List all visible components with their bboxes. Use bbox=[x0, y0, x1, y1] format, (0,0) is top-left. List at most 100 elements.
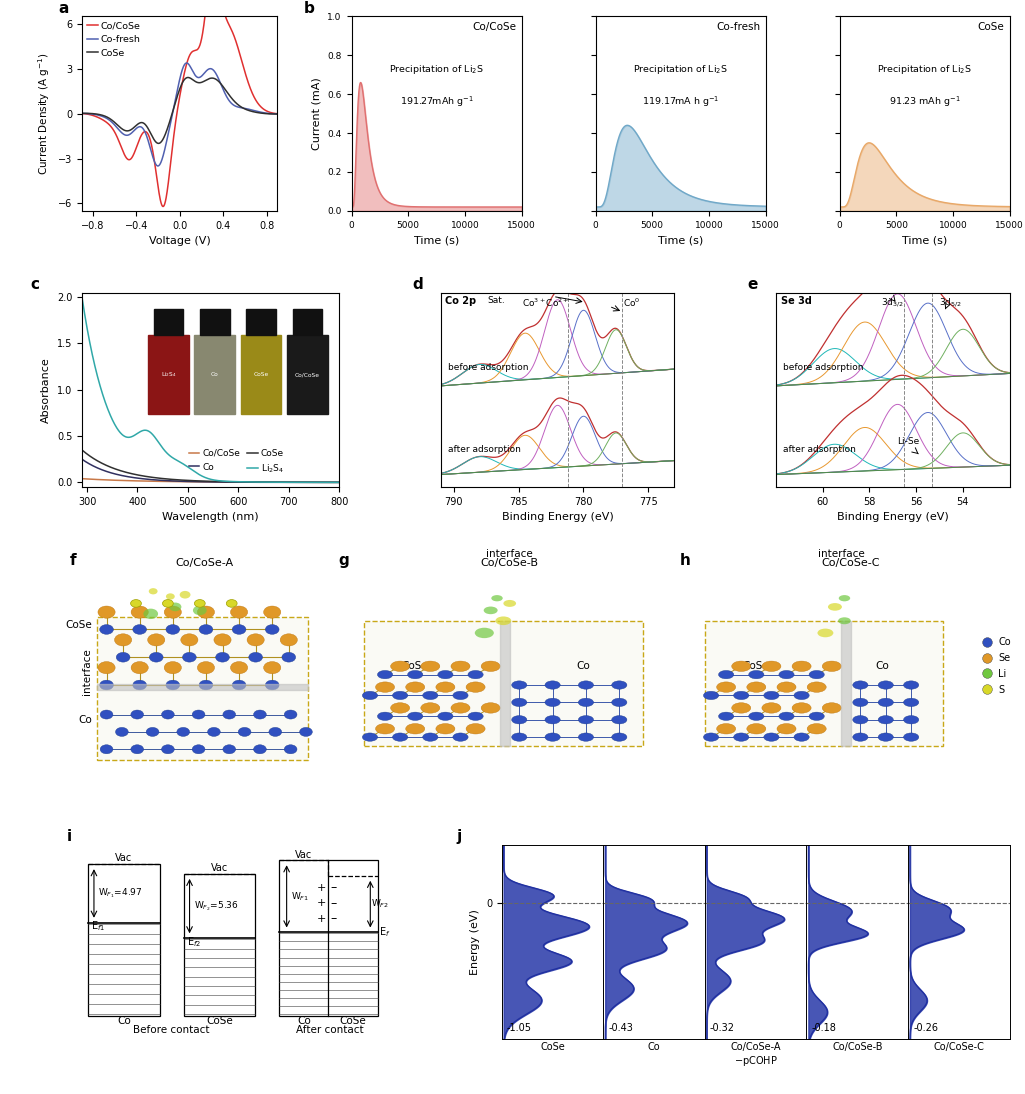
Text: Co$^{3+}$Co$^{2+}$: Co$^{3+}$Co$^{2+}$ bbox=[523, 296, 570, 309]
Circle shape bbox=[853, 715, 868, 724]
Circle shape bbox=[377, 671, 393, 678]
Text: interface: interface bbox=[82, 649, 92, 695]
Co/CoSe bbox=[195, 35, 207, 48]
Circle shape bbox=[253, 745, 266, 754]
Text: CoSe: CoSe bbox=[206, 1015, 233, 1026]
Co-fresh bbox=[152, 160, 164, 173]
Circle shape bbox=[100, 745, 113, 754]
Text: +: + bbox=[317, 898, 326, 908]
Legend: Co/CoSe, Co-fresh, CoSe: Co/CoSe, Co-fresh, CoSe bbox=[87, 21, 140, 58]
Line: Li$_2$S$_4$: Li$_2$S$_4$ bbox=[82, 298, 339, 482]
Circle shape bbox=[421, 661, 440, 672]
Circle shape bbox=[703, 691, 719, 699]
Text: CoSe: CoSe bbox=[339, 1015, 367, 1026]
Co-fresh bbox=[272, 107, 284, 120]
Circle shape bbox=[484, 606, 498, 614]
Bar bbox=[500, 620, 509, 746]
Circle shape bbox=[878, 680, 894, 689]
FancyBboxPatch shape bbox=[705, 620, 943, 746]
Circle shape bbox=[238, 728, 251, 736]
Co-fresh bbox=[180, 57, 193, 70]
Text: Li-Se: Li-Se bbox=[898, 438, 919, 446]
Circle shape bbox=[734, 691, 749, 699]
Li$_2$S$_4$ bbox=[142, 424, 155, 438]
CoSe bbox=[142, 470, 155, 484]
Circle shape bbox=[878, 698, 894, 707]
CoSe bbox=[195, 75, 207, 89]
Circle shape bbox=[166, 625, 179, 635]
Text: c: c bbox=[31, 277, 40, 292]
Circle shape bbox=[436, 682, 455, 693]
Circle shape bbox=[451, 661, 470, 672]
Co/CoSe bbox=[228, 476, 240, 489]
Text: -0.26: -0.26 bbox=[913, 1024, 938, 1034]
Text: Vac: Vac bbox=[295, 850, 313, 860]
Line: CoSe: CoSe bbox=[82, 78, 278, 143]
Text: Co: Co bbox=[78, 715, 92, 725]
Circle shape bbox=[233, 680, 246, 690]
Co/CoSe bbox=[245, 83, 257, 96]
Circle shape bbox=[475, 628, 494, 638]
Co/CoSe bbox=[272, 107, 284, 120]
Circle shape bbox=[393, 691, 408, 699]
Circle shape bbox=[453, 733, 468, 742]
Circle shape bbox=[116, 652, 130, 662]
Text: d: d bbox=[412, 277, 423, 292]
Circle shape bbox=[779, 712, 794, 721]
Circle shape bbox=[838, 617, 851, 625]
Circle shape bbox=[481, 702, 500, 713]
Bar bbox=[842, 620, 851, 746]
FancyBboxPatch shape bbox=[96, 617, 308, 759]
CoSe bbox=[76, 443, 88, 456]
Circle shape bbox=[809, 671, 824, 678]
Line: Co/CoSe: Co/CoSe bbox=[82, 479, 339, 482]
Circle shape bbox=[734, 733, 749, 742]
Circle shape bbox=[182, 652, 196, 662]
Co/CoSe bbox=[333, 476, 345, 489]
Circle shape bbox=[199, 680, 213, 690]
Circle shape bbox=[164, 662, 181, 674]
Bar bbox=[88, 864, 160, 1016]
Circle shape bbox=[794, 733, 809, 742]
Circle shape bbox=[748, 671, 764, 678]
Text: Sat.: Sat. bbox=[487, 296, 505, 305]
Circle shape bbox=[853, 733, 868, 742]
Co bbox=[193, 475, 205, 488]
Circle shape bbox=[853, 698, 868, 707]
Circle shape bbox=[263, 606, 281, 618]
Line: CoSe: CoSe bbox=[82, 450, 339, 482]
Circle shape bbox=[878, 733, 894, 742]
Li$_2$S$_4$ bbox=[333, 476, 345, 489]
Circle shape bbox=[282, 652, 295, 662]
Text: E$_f$: E$_f$ bbox=[379, 926, 391, 940]
Li$_2$S$_4$ bbox=[121, 431, 133, 444]
Text: W$_{F1}$: W$_{F1}$ bbox=[290, 891, 309, 903]
Circle shape bbox=[612, 715, 627, 724]
Text: before adsorption: before adsorption bbox=[448, 363, 528, 372]
Circle shape bbox=[299, 728, 313, 736]
Bar bbox=[183, 874, 255, 1016]
Circle shape bbox=[199, 625, 213, 635]
Circle shape bbox=[180, 633, 198, 645]
Circle shape bbox=[762, 702, 781, 713]
Text: Co: Co bbox=[576, 661, 589, 671]
Co/CoSe bbox=[248, 476, 260, 489]
Text: Se 3d: Se 3d bbox=[780, 296, 812, 306]
Circle shape bbox=[391, 702, 410, 713]
Circle shape bbox=[807, 723, 826, 734]
CoSe bbox=[181, 71, 194, 84]
Text: h: h bbox=[680, 552, 690, 568]
Circle shape bbox=[904, 715, 918, 724]
Text: 191.27mAh g$^{-1}$: 191.27mAh g$^{-1}$ bbox=[400, 94, 474, 108]
Circle shape bbox=[809, 712, 824, 721]
CoSe bbox=[76, 107, 88, 120]
Circle shape bbox=[904, 680, 918, 689]
Text: Vac: Vac bbox=[211, 863, 228, 873]
Circle shape bbox=[406, 723, 424, 734]
Circle shape bbox=[612, 733, 627, 742]
Co-fresh bbox=[201, 63, 213, 77]
Circle shape bbox=[215, 652, 230, 662]
Circle shape bbox=[133, 625, 147, 635]
Title: Co/CoSe-C: Co/CoSe-C bbox=[822, 558, 880, 568]
Circle shape bbox=[511, 733, 527, 742]
